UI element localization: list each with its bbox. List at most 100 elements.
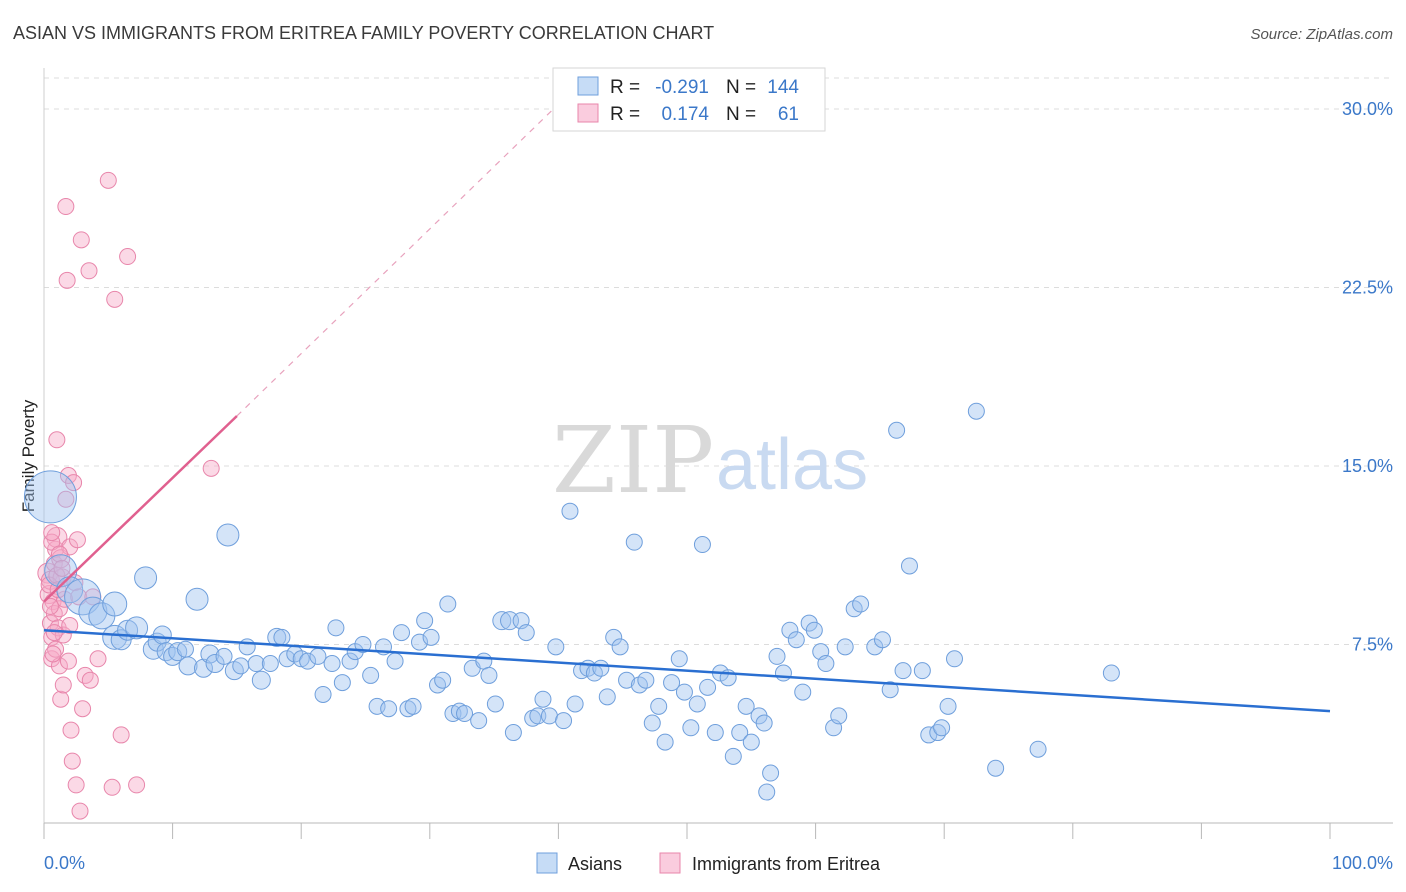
- asian-point-21: [193, 658, 213, 678]
- stats-legend: R = -0.291 N = 144 R = 0.174 N = 61: [552, 67, 826, 132]
- asian-point-58: [434, 671, 452, 689]
- legend-r-value-eritrea: 0.174: [661, 104, 709, 125]
- asian-point-28: [238, 638, 256, 656]
- asian-point-117: [794, 683, 812, 701]
- asian-point-55: [416, 612, 434, 630]
- bottom-legend-swatch-eritrea: [659, 852, 681, 874]
- legend-n-label-eritrea: N =: [726, 104, 756, 125]
- asian-point-43: [341, 652, 359, 670]
- asian-point-92: [643, 714, 661, 732]
- asian-point-6: [102, 591, 128, 617]
- asian-point-130: [888, 421, 906, 439]
- asian-point-106: [731, 724, 749, 742]
- asian-point-129: [881, 681, 899, 699]
- asian-point-91: [637, 671, 655, 689]
- asian-point-100: [693, 536, 711, 554]
- asian-point-51: [393, 624, 411, 642]
- asian-point-107: [737, 697, 755, 715]
- eritrea-point-51: [43, 533, 61, 551]
- asian-point-121: [817, 655, 835, 673]
- eritrea-point-54: [41, 597, 59, 615]
- asian-point-128: [873, 631, 891, 649]
- asian-point-10: [125, 616, 149, 640]
- asian-point-36: [292, 650, 310, 668]
- asian-point-27: [232, 657, 250, 675]
- eritrea-point-49: [128, 776, 146, 794]
- asian-point-60: [444, 705, 462, 723]
- asian-point-40: [323, 655, 341, 673]
- bottom-legend: Asians Immigrants from Eritrea: [536, 852, 881, 874]
- y-tick-label-3: 30.0%: [1342, 99, 1393, 119]
- eritrea-point-22: [57, 490, 75, 508]
- legend-r-label-asians: R =: [610, 77, 640, 98]
- asian-point-132: [900, 557, 918, 575]
- chart-title: ASIAN VS IMMIGRANTS FROM ERITREA FAMILY …: [13, 23, 714, 43]
- asian-point-81: [573, 662, 591, 680]
- asian-point-19: [178, 656, 198, 676]
- asian-point-75: [534, 690, 552, 708]
- asian-point-33: [273, 628, 291, 646]
- asian-point-108: [742, 733, 760, 751]
- asian-point-86: [605, 628, 623, 646]
- asian-point-116: [787, 631, 805, 649]
- eritrea-point-40: [80, 262, 98, 280]
- asian-point-49: [380, 700, 398, 718]
- asian-point-110: [755, 714, 773, 732]
- eritrea-point-26: [59, 652, 77, 670]
- asian-point-112: [758, 783, 776, 801]
- asian-point-80: [566, 695, 584, 713]
- asian-point-133: [913, 662, 931, 680]
- trendlines: [43, 103, 1331, 713]
- asian-point-24: [215, 647, 233, 665]
- asian-point-57: [429, 676, 447, 694]
- eritrea-point-36: [71, 802, 89, 820]
- asian-point-136: [933, 719, 951, 737]
- asian-point-66: [480, 666, 498, 684]
- watermark-zip: ZIP: [552, 407, 714, 514]
- eritrea-point-55: [43, 524, 61, 542]
- asian-point-95: [663, 674, 681, 692]
- legend-r-label-eritrea: R =: [610, 104, 640, 125]
- eritrea-point-9: [47, 640, 65, 658]
- asian-point-141: [1029, 740, 1047, 758]
- asian-point-84: [592, 659, 610, 677]
- asian-point-102: [706, 724, 724, 742]
- asian-trendline: [43, 628, 1331, 713]
- eritrea-point-30: [63, 752, 81, 770]
- chart-source: Source: ZipAtlas.com: [1250, 26, 1393, 43]
- legend-swatch-asians: [577, 76, 599, 96]
- eritrea-point-43: [89, 650, 107, 668]
- asian-point-79: [561, 502, 579, 520]
- asian-point-93: [650, 697, 668, 715]
- eritrea-point-32: [66, 574, 84, 592]
- eritrea-point-38: [74, 700, 92, 718]
- eritrea-point-29: [62, 721, 80, 739]
- eritrea-point-50: [202, 459, 220, 477]
- eritrea-point-37: [72, 231, 90, 249]
- eritrea-point-60: [53, 559, 71, 577]
- asian-point-37: [299, 652, 317, 670]
- y-axis-label: Family Poverty: [19, 399, 38, 512]
- asian-point-140: [987, 759, 1005, 777]
- asian-point-114: [774, 664, 792, 682]
- asian-point-111: [762, 764, 780, 782]
- asian-point-115: [781, 621, 799, 639]
- eritrea-point-11: [46, 526, 68, 548]
- asian-point-22: [200, 644, 220, 664]
- asian-point-96: [670, 650, 688, 668]
- asian-point-68: [492, 611, 512, 631]
- watermark-atlas: atlas: [716, 425, 868, 505]
- asian-point-46: [362, 666, 380, 684]
- eritrea-point-52: [44, 645, 62, 663]
- y-tick-labels: 7.5% 15.0% 22.5% 30.0%: [1342, 99, 1393, 655]
- asian-point-65: [475, 652, 493, 670]
- eritrea-point-48: [119, 248, 137, 266]
- bottom-legend-asians: Asians: [568, 854, 622, 874]
- asian-point-139: [967, 402, 985, 420]
- asian-point-67: [486, 695, 504, 713]
- asian-point-11: [134, 566, 158, 590]
- asian-point-124: [836, 638, 854, 656]
- eritrea-point-23: [57, 198, 75, 216]
- asian-point-142: [1102, 664, 1120, 682]
- asian-point-88: [618, 671, 636, 689]
